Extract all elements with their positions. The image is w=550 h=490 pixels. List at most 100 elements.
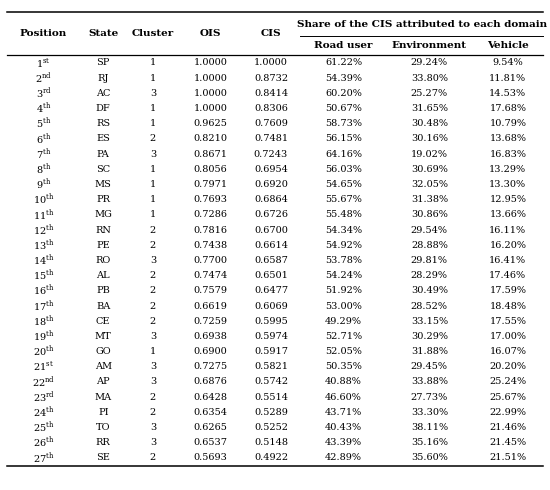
- Text: 8$^{\mathregular{th}}$: 8$^{\mathregular{th}}$: [36, 162, 51, 177]
- Text: SP: SP: [97, 58, 110, 68]
- Text: 54.24%: 54.24%: [325, 271, 362, 280]
- Text: 0.7286: 0.7286: [194, 210, 228, 220]
- Text: Vehicle: Vehicle: [487, 41, 529, 50]
- Text: 51.92%: 51.92%: [325, 286, 362, 295]
- Text: PE: PE: [96, 241, 110, 250]
- Text: State: State: [88, 29, 118, 38]
- Text: 22$^{\mathregular{nd}}$: 22$^{\mathregular{nd}}$: [32, 374, 55, 390]
- Text: CIS: CIS: [261, 29, 281, 38]
- Text: 0.6537: 0.6537: [194, 438, 228, 447]
- Text: 2$^{\mathregular{nd}}$: 2$^{\mathregular{nd}}$: [35, 71, 52, 86]
- Text: 0.5148: 0.5148: [254, 438, 288, 447]
- Text: 1: 1: [150, 104, 156, 113]
- Text: 31.65%: 31.65%: [411, 104, 448, 113]
- Text: 4$^{\mathregular{th}}$: 4$^{\mathregular{th}}$: [36, 101, 51, 116]
- Text: 2: 2: [150, 453, 156, 463]
- Text: Share of the CIS attributed to each domain: Share of the CIS attributed to each doma…: [297, 20, 547, 28]
- Text: 30.69%: 30.69%: [411, 165, 448, 174]
- Text: 0.7693: 0.7693: [194, 195, 228, 204]
- Text: 21.46%: 21.46%: [490, 423, 526, 432]
- Text: 3$^{\mathregular{rd}}$: 3$^{\mathregular{rd}}$: [36, 86, 51, 101]
- Text: 52.71%: 52.71%: [325, 332, 362, 341]
- Text: 10$^{\mathregular{th}}$: 10$^{\mathregular{th}}$: [33, 192, 54, 207]
- Text: 25$^{\mathregular{th}}$: 25$^{\mathregular{th}}$: [33, 420, 54, 435]
- Text: 0.6920: 0.6920: [254, 180, 288, 189]
- Text: 12.95%: 12.95%: [490, 195, 526, 204]
- Text: 54.39%: 54.39%: [325, 74, 362, 83]
- Text: 9$^{\mathregular{th}}$: 9$^{\mathregular{th}}$: [36, 177, 51, 192]
- Text: 61.22%: 61.22%: [325, 58, 362, 68]
- Text: 60.20%: 60.20%: [325, 89, 362, 98]
- Text: 10.79%: 10.79%: [490, 119, 526, 128]
- Text: PB: PB: [96, 286, 110, 295]
- Text: 1: 1: [150, 74, 156, 83]
- Text: Road user: Road user: [314, 41, 373, 50]
- Text: 38.11%: 38.11%: [411, 423, 448, 432]
- Text: 32.05%: 32.05%: [411, 180, 448, 189]
- Text: 20.20%: 20.20%: [490, 362, 526, 371]
- Text: 33.15%: 33.15%: [411, 317, 448, 326]
- Text: 55.48%: 55.48%: [325, 210, 362, 220]
- Text: 40.88%: 40.88%: [325, 377, 362, 387]
- Text: 21.45%: 21.45%: [490, 438, 526, 447]
- Text: 17.00%: 17.00%: [490, 332, 526, 341]
- Text: 35.16%: 35.16%: [411, 438, 448, 447]
- Text: 0.5289: 0.5289: [254, 408, 288, 417]
- Text: 30.86%: 30.86%: [411, 210, 448, 220]
- Text: 1.0000: 1.0000: [194, 104, 228, 113]
- Text: 0.7971: 0.7971: [194, 180, 228, 189]
- Text: GO: GO: [95, 347, 111, 356]
- Text: 23$^{\mathregular{rd}}$: 23$^{\mathregular{rd}}$: [32, 390, 54, 405]
- Text: 64.16%: 64.16%: [325, 149, 362, 159]
- Text: 0.6265: 0.6265: [194, 423, 228, 432]
- Text: 11.81%: 11.81%: [490, 74, 526, 83]
- Text: 0.7481: 0.7481: [254, 134, 288, 144]
- Text: 0.8671: 0.8671: [194, 149, 228, 159]
- Text: 28.88%: 28.88%: [411, 241, 448, 250]
- Text: 2: 2: [150, 225, 156, 235]
- Text: OIS: OIS: [200, 29, 221, 38]
- Text: 0.6354: 0.6354: [194, 408, 228, 417]
- Text: 1: 1: [150, 58, 156, 68]
- Text: 33.88%: 33.88%: [411, 377, 448, 387]
- Text: 29.81%: 29.81%: [411, 256, 448, 265]
- Text: PR: PR: [96, 195, 110, 204]
- Text: RN: RN: [95, 225, 111, 235]
- Text: 17.46%: 17.46%: [490, 271, 526, 280]
- Text: 20$^{\mathregular{th}}$: 20$^{\mathregular{th}}$: [33, 344, 54, 359]
- Text: Environment: Environment: [392, 41, 467, 50]
- Text: 52.05%: 52.05%: [325, 347, 362, 356]
- Text: 49.29%: 49.29%: [325, 317, 362, 326]
- Text: 19$^{\mathregular{th}}$: 19$^{\mathregular{th}}$: [33, 329, 54, 344]
- Text: 14.53%: 14.53%: [490, 89, 526, 98]
- Text: 22.99%: 22.99%: [490, 408, 526, 417]
- Text: 30.48%: 30.48%: [411, 119, 448, 128]
- Text: 28.29%: 28.29%: [411, 271, 448, 280]
- Text: 2: 2: [150, 301, 156, 311]
- Text: 0.4922: 0.4922: [254, 453, 288, 463]
- Text: 43.71%: 43.71%: [325, 408, 362, 417]
- Text: 0.6954: 0.6954: [254, 165, 288, 174]
- Text: 1.0000: 1.0000: [194, 89, 228, 98]
- Text: 0.6938: 0.6938: [194, 332, 228, 341]
- Text: 0.7816: 0.7816: [194, 225, 228, 235]
- Text: 3: 3: [150, 438, 156, 447]
- Text: 0.6619: 0.6619: [194, 301, 228, 311]
- Text: 0.5742: 0.5742: [254, 377, 288, 387]
- Text: 0.5917: 0.5917: [254, 347, 288, 356]
- Text: 54.92%: 54.92%: [325, 241, 362, 250]
- Text: 50.35%: 50.35%: [325, 362, 362, 371]
- Text: 29.45%: 29.45%: [411, 362, 448, 371]
- Text: 0.6700: 0.6700: [254, 225, 288, 235]
- Text: 50.67%: 50.67%: [325, 104, 362, 113]
- Text: DF: DF: [96, 104, 111, 113]
- Text: 1: 1: [150, 165, 156, 174]
- Text: 1: 1: [150, 180, 156, 189]
- Text: 31.88%: 31.88%: [411, 347, 448, 356]
- Text: 7$^{\mathregular{th}}$: 7$^{\mathregular{th}}$: [36, 147, 51, 162]
- Text: 2: 2: [150, 408, 156, 417]
- Text: 3: 3: [150, 423, 156, 432]
- Text: 53.78%: 53.78%: [325, 256, 362, 265]
- Text: 13.66%: 13.66%: [490, 210, 526, 220]
- Text: 25.67%: 25.67%: [490, 392, 526, 402]
